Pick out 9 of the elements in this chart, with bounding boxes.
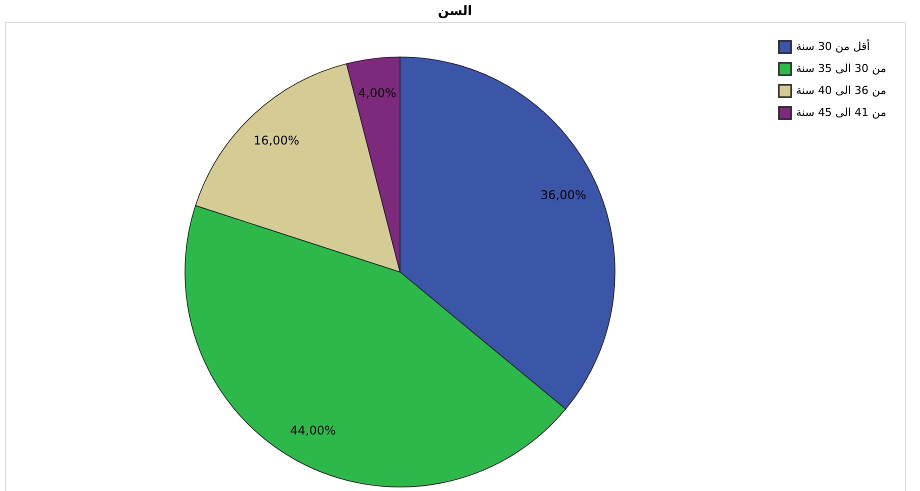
legend-label: من 41 الى 45 سنة	[796, 106, 886, 119]
chart-title: السن	[438, 4, 472, 19]
data-label: 36,00%	[540, 188, 586, 202]
legend-label: من 36 الى 40 سنة	[796, 84, 886, 97]
data-label: 4,00%	[358, 86, 396, 100]
legend-label: من 30 الى 35 سنة	[796, 62, 886, 75]
data-label: 16,00%	[253, 133, 300, 148]
legend-label: أقل من 30 سنة	[796, 39, 870, 53]
data-label: 44,00%	[290, 423, 336, 438]
